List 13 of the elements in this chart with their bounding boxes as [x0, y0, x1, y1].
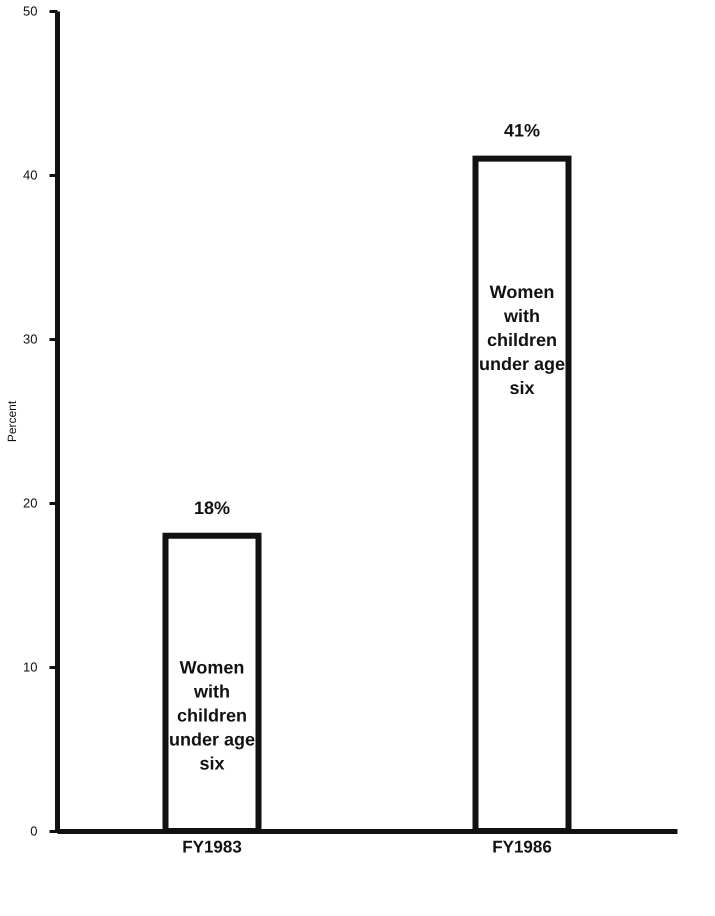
y-tick-label: 40	[23, 168, 38, 182]
annotation: Women with children under age six	[478, 282, 566, 398]
data-label: 41%	[504, 120, 540, 141]
y-tick-label: 20	[23, 496, 38, 510]
data-label: 18%	[194, 498, 230, 518]
y-tick-label: 0	[30, 824, 38, 838]
y-tick-label: 30	[23, 332, 38, 346]
y-tick-label: 10	[23, 660, 38, 674]
y-axis-title: Percent	[5, 400, 20, 442]
x-tick-label: FY1983	[182, 838, 242, 856]
y-tick-label: 50	[23, 4, 38, 18]
annotation: Women with children under age six	[168, 658, 256, 774]
x-tick-label: FY1986	[492, 838, 552, 856]
